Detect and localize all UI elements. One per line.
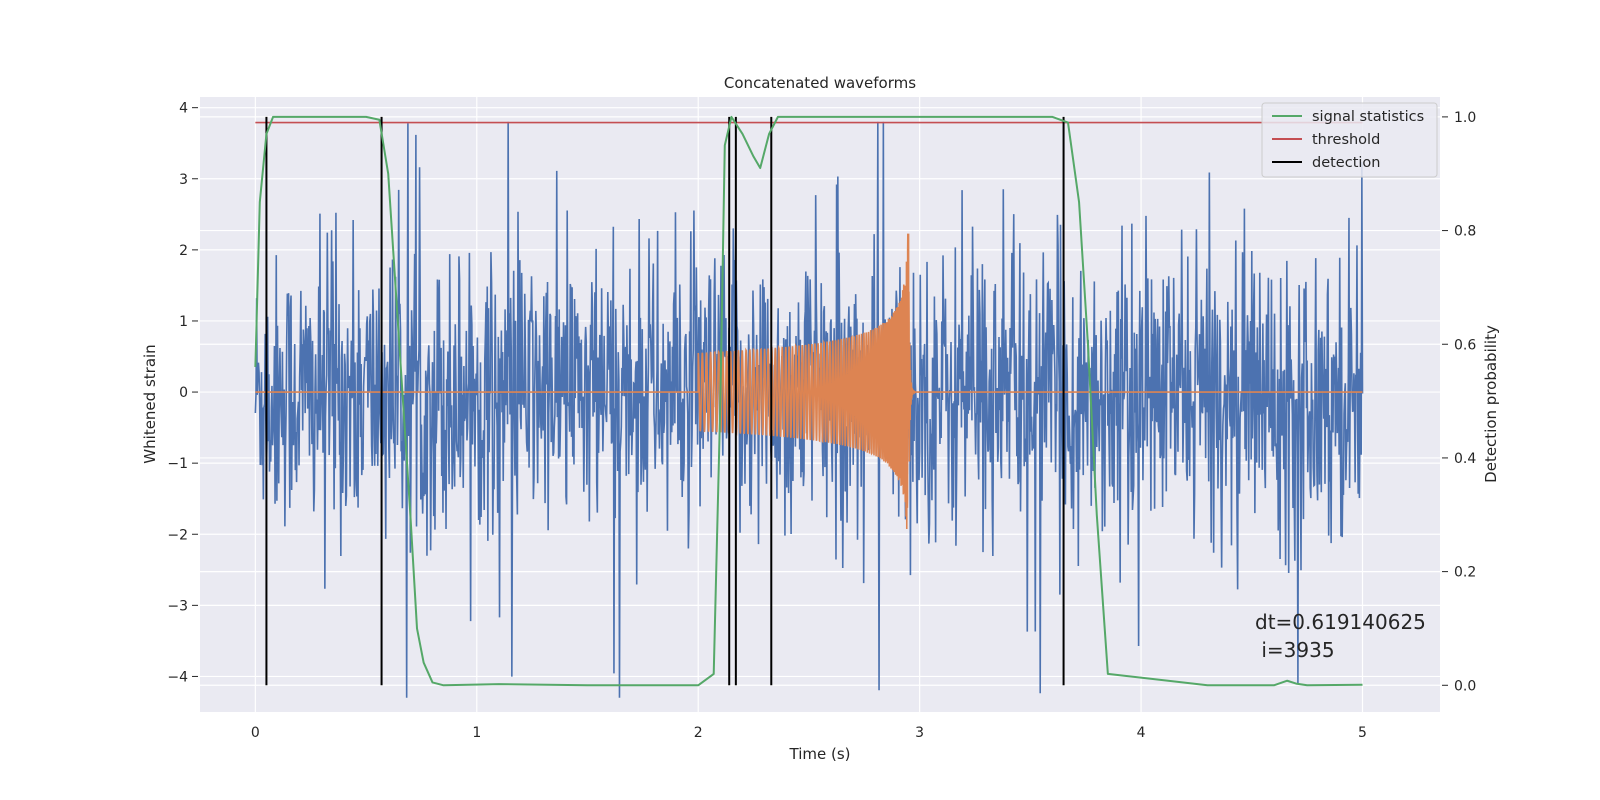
y-axis-label: Whitened strain xyxy=(141,344,159,463)
x-tick-label: 4 xyxy=(1137,725,1146,741)
x-tick-label: 2 xyxy=(694,725,703,741)
legend-label-threshold: threshold xyxy=(1312,132,1380,148)
y-right-tick-label: 0.2 xyxy=(1454,565,1476,581)
y-axis-right-label: Detection probability xyxy=(1482,325,1500,483)
legend-box xyxy=(1261,102,1438,178)
y-right-tick-label: 1.0 xyxy=(1454,110,1476,126)
y-tick-label: 3 xyxy=(179,172,188,188)
statistics-series-line xyxy=(254,115,1363,687)
y-tick-label: 0 xyxy=(179,385,188,401)
y-right-tick-label: 0.0 xyxy=(1454,678,1476,694)
y-right-tick-label: 0.8 xyxy=(1454,224,1476,240)
series-layer xyxy=(254,115,1364,698)
x-tick-label: 1 xyxy=(472,725,481,741)
x-tick-label: 3 xyxy=(915,725,924,741)
chart-title: Concatenated waveforms xyxy=(724,74,916,92)
y-tick-label: −4 xyxy=(167,669,188,685)
y-right-tick-label: 0.4 xyxy=(1454,451,1476,467)
x-axis-label: Time (s) xyxy=(789,745,851,763)
y-tick-label: −3 xyxy=(167,598,188,614)
y-tick-label: −1 xyxy=(167,456,188,472)
ticks-layer: 0 1 2 3 4 5 −4 −3 −2 −1 0 1 2 3 4 0.0 0.2 0.4 0.6 0.8 1.0 xyxy=(167,101,1476,741)
x-tick-label: 0 xyxy=(251,725,260,741)
chirp-series-line xyxy=(255,233,1363,530)
annotation-i: i=3935 xyxy=(1255,638,1335,662)
legend-label-statistics: signal statistics xyxy=(1312,109,1424,125)
legend-label-detection: detection xyxy=(1312,155,1380,171)
y-tick-label: −2 xyxy=(167,527,188,543)
y-right-tick-label: 0.6 xyxy=(1454,337,1476,353)
y-tick-label: 2 xyxy=(179,243,188,259)
annotation-dt: dt=0.619140625 xyxy=(1255,610,1426,634)
x-tick-label: 5 xyxy=(1358,725,1367,741)
legend: signal statistics threshold detection xyxy=(1261,102,1438,178)
y-tick-label: 1 xyxy=(179,314,188,330)
y-tick-label: 4 xyxy=(179,101,188,117)
